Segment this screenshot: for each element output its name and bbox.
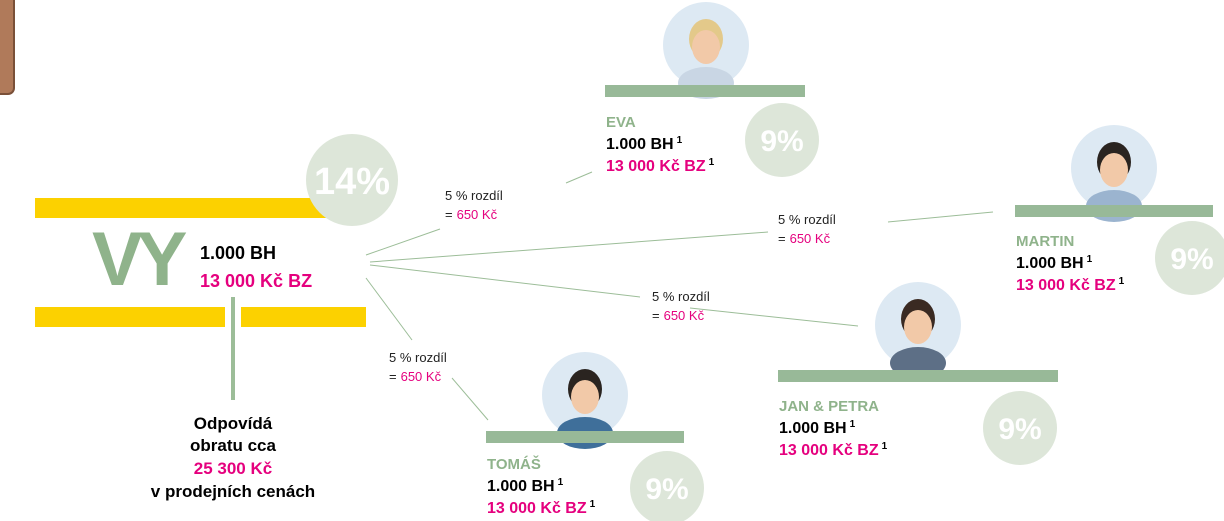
link-label: 5 % rozdíl bbox=[389, 350, 447, 365]
yellow-bar bbox=[35, 198, 345, 218]
note-line: 25 300 Kč bbox=[194, 459, 272, 478]
amount: 650 Kč bbox=[401, 369, 442, 384]
amount: 650 Kč bbox=[664, 308, 705, 323]
bz-value: 13 000 Kč BZ bbox=[1016, 277, 1116, 294]
percent: 9% bbox=[1170, 243, 1213, 276]
green-stem bbox=[231, 297, 235, 400]
member-name: EVA bbox=[606, 114, 636, 131]
avatar-face bbox=[571, 380, 599, 414]
bz-value: 13 000 Kč BZ bbox=[779, 442, 879, 459]
yellow-bar bbox=[241, 307, 366, 327]
yellow-bar bbox=[35, 307, 225, 327]
equals: = bbox=[389, 369, 397, 384]
amount: 650 Kč bbox=[457, 207, 498, 222]
percent: 14% bbox=[314, 161, 390, 203]
footnote: 1 bbox=[590, 499, 596, 510]
avatar-face bbox=[692, 30, 720, 64]
equals: = bbox=[445, 207, 453, 222]
percent-circle bbox=[745, 103, 819, 177]
footnote: 1 bbox=[558, 477, 564, 488]
avatar-face bbox=[904, 310, 932, 344]
bz: 13 000 Kč BZ 1 bbox=[1016, 276, 1125, 294]
footnote: 1 bbox=[677, 135, 683, 146]
link-amount-line: = 650 Kč bbox=[389, 369, 442, 384]
note: Odpovídá obratu cca 25 300 Kč v prodejní… bbox=[151, 414, 315, 501]
link-label: 5 % rozdíl bbox=[652, 289, 710, 304]
footnote: 1 bbox=[709, 157, 715, 168]
green-bar bbox=[1015, 205, 1213, 217]
bz-value: 13 000 Kč BZ bbox=[606, 158, 706, 175]
footnote: 1 bbox=[882, 441, 888, 452]
you-label: VY bbox=[92, 217, 187, 302]
bz: 13 000 Kč BZ bbox=[200, 271, 312, 291]
member-name: TOMÁŠ bbox=[487, 455, 541, 473]
note-line: v prodejních cenách bbox=[151, 482, 315, 501]
percent-circle bbox=[306, 134, 398, 226]
bh: 1.000 BH 1 bbox=[1016, 254, 1093, 272]
footnote: 1 bbox=[850, 419, 856, 430]
link-amount-line: = 650 Kč bbox=[445, 207, 498, 222]
footnote: 1 bbox=[1119, 276, 1125, 287]
bz: 13 000 Kč BZ 1 bbox=[779, 441, 888, 459]
link-label: 5 % rozdíl bbox=[778, 212, 836, 227]
connectors bbox=[365, 171, 994, 421]
bh-value: 1.000 BH bbox=[606, 136, 674, 153]
bh: 1.000 BH bbox=[200, 243, 276, 263]
equals: = bbox=[652, 308, 660, 323]
green-bar bbox=[778, 370, 1058, 382]
percent: 9% bbox=[645, 473, 688, 506]
link-amount-line: = 650 Kč bbox=[652, 308, 705, 323]
percent-circle bbox=[1155, 221, 1224, 295]
link-amount-line: = 650 Kč bbox=[778, 231, 831, 246]
avatar-face bbox=[1100, 153, 1128, 187]
percent: 9% bbox=[760, 125, 803, 158]
bz-value: 13 000 Kč BZ bbox=[487, 500, 587, 517]
amount: 650 Kč bbox=[790, 231, 831, 246]
bh: 1.000 BH 1 bbox=[606, 135, 683, 153]
note-line: Odpovídá bbox=[194, 414, 273, 433]
corner-object bbox=[0, 0, 15, 95]
bz: 13 000 Kč BZ 1 bbox=[487, 499, 596, 517]
green-bar bbox=[605, 85, 805, 97]
percent-circle bbox=[630, 451, 704, 521]
bz: 13 000 Kč BZ 1 bbox=[606, 157, 715, 175]
member-name: MARTIN bbox=[1016, 233, 1074, 250]
link-label: 5 % rozdíl bbox=[445, 188, 503, 203]
equals: = bbox=[778, 231, 786, 246]
bh-value: 1.000 BH bbox=[779, 420, 847, 437]
note-line: obratu cca bbox=[190, 436, 277, 455]
percent-circle bbox=[983, 391, 1057, 465]
bh-value: 1.000 BH bbox=[487, 478, 555, 495]
bh: 1.000 BH 1 bbox=[487, 477, 564, 495]
bh-value: 1.000 BH bbox=[1016, 255, 1084, 272]
green-bar bbox=[486, 431, 684, 443]
bh: 1.000 BH 1 bbox=[779, 419, 856, 437]
percent: 9% bbox=[998, 413, 1041, 446]
member-name: JAN & PETRA bbox=[779, 398, 879, 415]
footnote: 1 bbox=[1087, 254, 1093, 265]
